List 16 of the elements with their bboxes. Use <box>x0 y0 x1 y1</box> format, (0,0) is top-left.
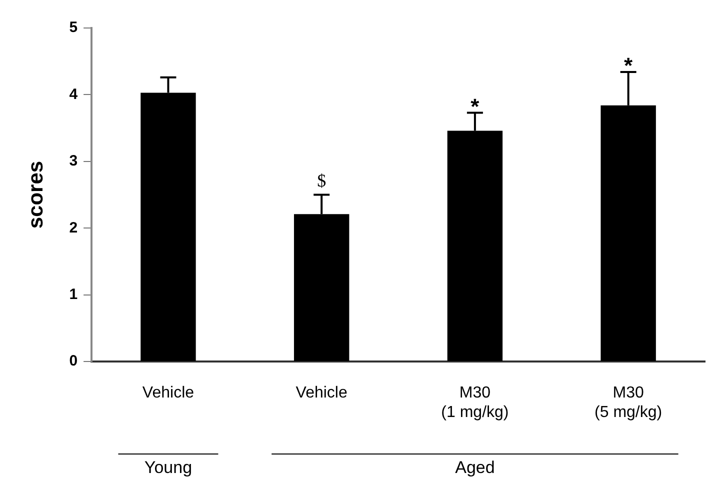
annotation: * <box>470 94 480 119</box>
y-tick-label: 3 <box>69 152 78 170</box>
annotation: $ <box>317 170 326 191</box>
y-tick-label: 5 <box>69 19 78 36</box>
x-tick-label: Vehicle <box>296 384 348 402</box>
y-tick-label: 0 <box>69 352 78 370</box>
y-tick-label: 2 <box>69 219 78 236</box>
annotation: * <box>624 53 634 78</box>
x-tick-label: Vehicle <box>142 384 194 402</box>
y-tick-label: 4 <box>69 86 78 103</box>
text: Aged <box>455 458 495 478</box>
x-tick-label: M30 (1 mg/kg) <box>441 384 509 421</box>
y-tick-label: 1 <box>69 286 78 304</box>
x-tick-label: M30 (5 mg/kg) <box>594 384 662 421</box>
y-axis-title: scores <box>24 160 48 229</box>
text: Young <box>144 458 192 478</box>
